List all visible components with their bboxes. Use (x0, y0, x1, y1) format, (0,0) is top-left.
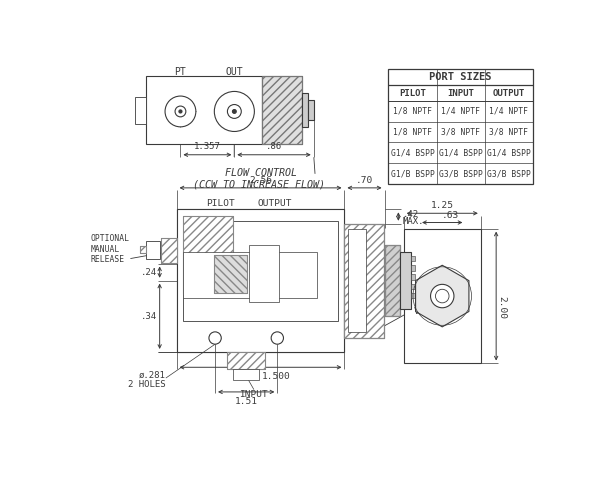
Text: 3/8 NPTF: 3/8 NPTF (490, 127, 529, 136)
Bar (214, 255, 247, 293)
Circle shape (165, 96, 196, 127)
Bar (262, 76, 302, 144)
Bar (308, 100, 314, 120)
Text: .24: .24 (140, 268, 157, 277)
Text: 1/4 NPTF: 1/4 NPTF (490, 107, 529, 116)
Bar (249, 245, 279, 302)
Bar (412, 284, 415, 289)
Bar (344, 224, 385, 337)
Circle shape (436, 289, 449, 303)
Bar (183, 221, 338, 321)
Bar (140, 246, 146, 253)
Bar (176, 209, 344, 352)
Text: PILOT: PILOT (399, 88, 426, 98)
Text: 1/8 NPTF: 1/8 NPTF (393, 107, 432, 116)
Bar (161, 238, 176, 262)
Text: 1.357: 1.357 (194, 142, 221, 151)
Bar (146, 76, 262, 144)
Bar (262, 76, 302, 144)
Text: G1/4 BSPP: G1/4 BSPP (391, 148, 434, 157)
Text: OUT: OUT (226, 67, 243, 77)
Text: 1.51: 1.51 (235, 397, 258, 406)
Text: OUTPUT: OUTPUT (257, 199, 292, 208)
Text: OUTPUT: OUTPUT (493, 88, 525, 98)
Bar (412, 275, 415, 280)
Bar (227, 352, 265, 369)
Text: .86: .86 (266, 142, 282, 151)
Bar (140, 246, 146, 253)
Bar (161, 238, 176, 262)
Bar (146, 241, 160, 259)
Bar (412, 265, 415, 271)
Bar (388, 69, 533, 184)
Text: MAX.: MAX. (403, 217, 424, 226)
Bar (385, 245, 400, 316)
Text: G1/4 BSPP: G1/4 BSPP (487, 148, 531, 157)
Bar (183, 215, 233, 294)
Bar (176, 209, 344, 352)
Bar (347, 229, 365, 332)
Circle shape (232, 110, 236, 114)
Text: .42: .42 (403, 210, 419, 219)
Bar (135, 96, 146, 124)
Text: 1.25: 1.25 (431, 201, 454, 210)
Text: VENT: VENT (414, 307, 437, 317)
Bar (233, 369, 259, 379)
Circle shape (227, 105, 241, 119)
Text: OPTIONAL
MANUAL
RELEASE: OPTIONAL MANUAL RELEASE (91, 235, 130, 264)
Bar (183, 215, 233, 294)
Text: .70: .70 (356, 176, 373, 185)
Text: (CCW TO INCREASE FLOW): (CCW TO INCREASE FLOW) (193, 179, 325, 189)
Circle shape (175, 106, 186, 117)
Text: PT: PT (175, 67, 187, 77)
Text: ø.281: ø.281 (139, 370, 166, 379)
Text: INPUT: INPUT (239, 390, 268, 399)
Circle shape (214, 91, 254, 131)
Bar (214, 255, 247, 293)
Bar (344, 224, 385, 337)
Text: 1/8 NPTF: 1/8 NPTF (393, 127, 432, 136)
Text: 1.500: 1.500 (262, 372, 290, 381)
Text: 1/4 NPTF: 1/4 NPTF (441, 107, 480, 116)
Text: G1/B BSPP: G1/B BSPP (391, 169, 434, 178)
Bar (183, 252, 317, 298)
Bar (404, 229, 481, 364)
Text: G3/B BSPP: G3/B BSPP (439, 169, 482, 178)
Circle shape (271, 332, 283, 344)
Bar (385, 245, 400, 316)
Circle shape (209, 332, 221, 344)
Text: 2 HOLES: 2 HOLES (128, 380, 166, 389)
Text: G1/4 BSPP: G1/4 BSPP (439, 148, 482, 157)
Text: 2.56: 2.56 (249, 176, 272, 185)
Bar (227, 352, 265, 369)
Text: 2.00: 2.00 (498, 296, 507, 319)
Bar (400, 252, 412, 309)
Bar (302, 93, 308, 127)
Text: FLOW CONTROL: FLOW CONTROL (225, 168, 297, 178)
Text: 3/8 NPTF: 3/8 NPTF (441, 127, 480, 136)
Text: PILOT: PILOT (206, 199, 235, 208)
Bar (412, 293, 415, 298)
Polygon shape (416, 265, 469, 327)
Text: .63: .63 (442, 211, 458, 220)
Circle shape (179, 110, 182, 113)
Bar (412, 256, 415, 261)
Circle shape (431, 285, 454, 308)
Text: G3/B BSPP: G3/B BSPP (487, 169, 531, 178)
Text: .34: .34 (140, 312, 157, 321)
Text: INPUT: INPUT (447, 88, 474, 98)
Text: PORT SIZES: PORT SIZES (430, 72, 492, 82)
